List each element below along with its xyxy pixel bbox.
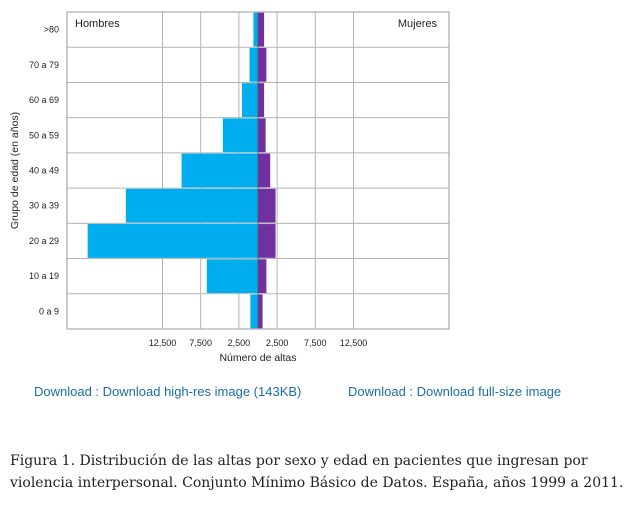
figure-caption: Figura 1. Distribución de las altas por … <box>10 453 624 491</box>
bar-hombres <box>249 47 258 82</box>
bars-layer <box>87 12 276 329</box>
y-tick-label: 50 a 59 <box>29 130 59 140</box>
y-axis-title: Grupo de edad (en años) <box>9 112 21 229</box>
bar-hombres <box>222 118 258 153</box>
y-tick-label: 10 a 19 <box>29 271 59 281</box>
bar-hombres <box>87 224 259 258</box>
pyramid-chart: 0 a 9 10 a 19 20 a 29 30 a 39 40 a 49 50 a 59… <box>9 11 450 364</box>
bar-mujeres <box>258 224 276 258</box>
bar-mujeres <box>258 83 265 117</box>
plot-frame <box>66 11 450 330</box>
download-fullsize-link[interactable]: Download : Download full-size image <box>348 384 562 399</box>
bar-hombres <box>250 294 258 329</box>
x-axis-title: Número de altas <box>219 352 296 364</box>
legend-hombres: Hombres <box>75 18 120 30</box>
y-tick-label: 60 a 69 <box>29 95 59 105</box>
y-tick-label: 30 a 39 <box>29 201 59 211</box>
y-tick-label: 40 a 49 <box>29 166 59 176</box>
bar-mujeres <box>258 188 276 223</box>
y-tick-label: >80 <box>44 25 59 35</box>
labels-layer: 0 a 9 10 a 19 20 a 29 30 a 39 40 a 49 50 a 59… <box>29 25 367 348</box>
y-tick-label: 20 a 29 <box>29 236 59 246</box>
legend-mujeres: Mujeres <box>398 18 438 30</box>
bar-hombres <box>206 259 258 294</box>
x-tick-label: 7,500 <box>189 338 212 348</box>
x-tick-label: 2,500 <box>266 338 289 348</box>
y-tick-label: 70 a 79 <box>29 60 59 70</box>
bar-mujeres <box>258 12 265 47</box>
bar-mujeres <box>258 259 267 294</box>
bar-hombres <box>181 153 258 188</box>
y-tick-label: 0 a 9 <box>39 306 59 316</box>
x-tick-label: 7,500 <box>304 338 327 348</box>
bar-mujeres <box>258 47 267 82</box>
figure: 0 a 9 10 a 19 20 a 29 30 a 39 40 a 49 50 a 59… <box>9 11 450 364</box>
download-highres-link[interactable]: Download : Download high-res image (143K… <box>34 384 302 399</box>
x-tick-label: 12,500 <box>340 338 368 348</box>
bar-hombres <box>125 188 258 223</box>
bar-hombres <box>253 12 258 47</box>
x-tick-label: 2,500 <box>228 338 251 348</box>
bar-mujeres <box>258 153 271 188</box>
x-tick-label: 12,500 <box>149 338 177 348</box>
bar-mujeres <box>258 294 263 329</box>
bar-hombres <box>241 83 258 117</box>
bar-mujeres <box>258 118 266 153</box>
